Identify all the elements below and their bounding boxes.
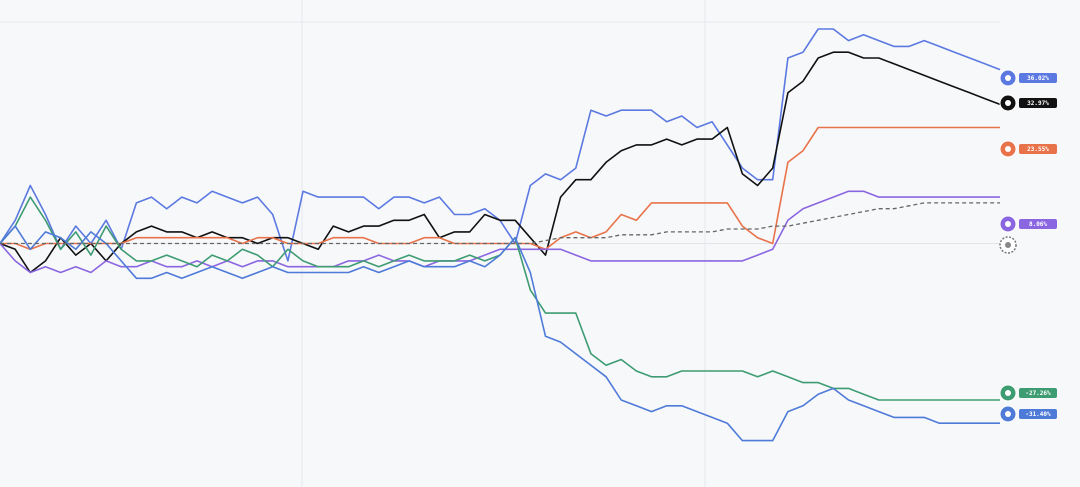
value-label: 32.97% bbox=[1027, 100, 1049, 107]
series-line-3 bbox=[0, 190, 1000, 274]
value-label: 23.55% bbox=[1027, 146, 1049, 153]
value-label: -31.40% bbox=[1025, 411, 1051, 418]
series-line-2 bbox=[0, 126, 1000, 251]
sun-burst-icon-glyph bbox=[1005, 146, 1011, 152]
whale-icon-glyph bbox=[1005, 75, 1011, 81]
knot-icon-glyph bbox=[1005, 390, 1011, 396]
end-badge-2: 23.55% bbox=[999, 140, 1057, 158]
value-label-bg bbox=[1019, 409, 1057, 419]
sparkle-icon-glyph bbox=[1005, 411, 1011, 417]
end-badge-5: -31.40% bbox=[999, 405, 1057, 423]
value-label: 36.02% bbox=[1027, 75, 1049, 82]
end-badge-4: -27.26% bbox=[999, 384, 1057, 402]
end-badge-0: 36.02% bbox=[999, 69, 1057, 87]
end-labels: 36.02% 32.97% 23.55% 8.06% -27.26% -31.40% bbox=[999, 69, 1057, 423]
series-line-6 bbox=[0, 202, 1000, 245]
value-label-bg bbox=[1019, 73, 1057, 83]
end-badge-6 bbox=[999, 236, 1017, 254]
coin-icon-glyph bbox=[1005, 242, 1011, 248]
series-line-4 bbox=[0, 196, 1000, 401]
series-line-5 bbox=[0, 225, 1000, 442]
end-badge-1: 32.97% bbox=[999, 94, 1057, 112]
openai-ring-icon-glyph bbox=[1005, 100, 1011, 106]
value-label: 8.06% bbox=[1029, 221, 1047, 228]
series-line-1 bbox=[0, 51, 1001, 274]
value-label-bg bbox=[1019, 98, 1057, 108]
value-label-bg bbox=[1019, 219, 1057, 229]
squiggle-icon-glyph bbox=[1005, 221, 1011, 227]
end-badge-3: 8.06% bbox=[999, 215, 1057, 233]
value-label-bg bbox=[1019, 144, 1057, 154]
value-label-bg bbox=[1019, 388, 1057, 398]
series-group bbox=[0, 28, 1001, 442]
value-label: -27.26% bbox=[1025, 390, 1051, 397]
